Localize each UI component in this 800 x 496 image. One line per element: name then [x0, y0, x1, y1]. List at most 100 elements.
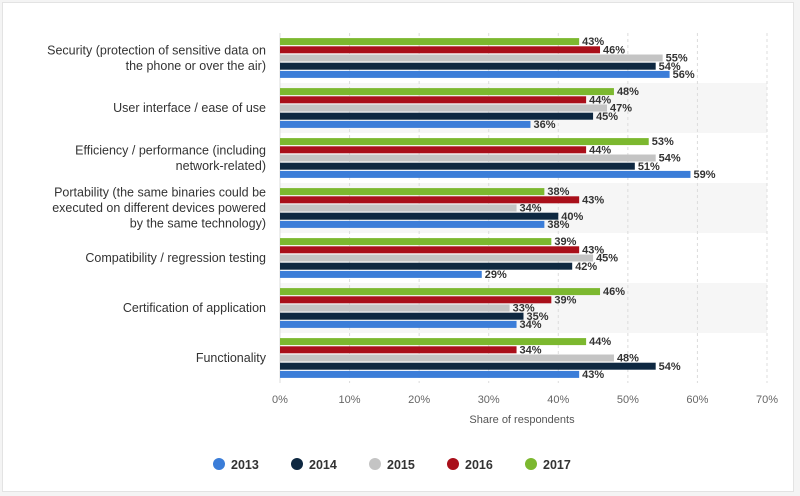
- bar-2014: [280, 312, 524, 320]
- bar-2015: [280, 104, 607, 112]
- data-label: 51%: [638, 161, 660, 173]
- legend-swatch: [447, 458, 459, 470]
- legend-item-2014[interactable]: 2014: [291, 458, 337, 472]
- legend-item-2013[interactable]: 2013: [213, 458, 259, 472]
- data-label: 54%: [659, 61, 681, 73]
- x-tick-label: 40%: [547, 394, 569, 406]
- x-tick-label: 30%: [478, 394, 500, 406]
- bar-2013: [280, 270, 482, 278]
- data-label: 29%: [485, 269, 507, 281]
- legend-item-2015[interactable]: 2015: [369, 458, 415, 472]
- category-label: User interface / ease of use: [113, 101, 266, 115]
- data-label: 39%: [554, 294, 576, 306]
- data-label: 48%: [617, 86, 639, 98]
- x-tick-label: 0%: [272, 394, 288, 406]
- data-label: 46%: [603, 286, 625, 298]
- data-label: 44%: [589, 144, 611, 156]
- data-label: 43%: [582, 194, 604, 206]
- data-labels: 43%46%55%54%56%48%44%47%45%36%53%44%54%5…: [485, 36, 716, 381]
- bars: [280, 38, 691, 378]
- data-label: 33%: [513, 303, 535, 315]
- data-label: 43%: [582, 36, 604, 48]
- x-tick-label: 10%: [339, 394, 361, 406]
- data-label: 48%: [617, 353, 639, 365]
- bar-2015: [280, 54, 663, 62]
- x-tick-label: 50%: [617, 394, 639, 406]
- data-label: 42%: [575, 261, 597, 273]
- data-label: 34%: [520, 203, 542, 215]
- bar-2016: [280, 196, 580, 204]
- data-label: 47%: [610, 103, 632, 115]
- legend-label: 2014: [309, 458, 337, 472]
- legend-label: 2016: [465, 458, 493, 472]
- bar-2014: [280, 362, 656, 370]
- bar-2013: [280, 320, 517, 328]
- data-label: 53%: [652, 136, 674, 148]
- bar-2017: [280, 238, 552, 246]
- data-label: 44%: [589, 94, 611, 106]
- data-label: 43%: [582, 244, 604, 256]
- legend-label: 2017: [543, 458, 571, 472]
- data-label: 35%: [527, 311, 549, 323]
- data-label: 40%: [561, 211, 583, 223]
- data-label: 46%: [603, 44, 625, 56]
- legend-swatch: [525, 458, 537, 470]
- data-label: 38%: [547, 186, 569, 198]
- bar-2017: [280, 38, 580, 46]
- legend-swatch: [369, 458, 381, 470]
- bar-2014: [280, 162, 635, 170]
- bar-2015: [280, 204, 517, 212]
- bar-2013: [280, 370, 580, 378]
- category-label: Functionality: [196, 351, 267, 365]
- category-label: Security (protection of sensitive data o…: [47, 43, 266, 73]
- bar-2017: [280, 288, 601, 296]
- data-label: 36%: [533, 119, 555, 131]
- data-label: 55%: [666, 53, 688, 65]
- legend-item-2016[interactable]: 2016: [447, 458, 493, 472]
- data-label: 54%: [659, 153, 681, 165]
- category-label: Certification of application: [123, 301, 266, 315]
- data-label: 56%: [673, 69, 695, 81]
- data-label: 39%: [554, 236, 576, 248]
- bar-2016: [280, 296, 552, 304]
- category-labels: Security (protection of sensitive data o…: [47, 43, 267, 365]
- bar-2017: [280, 188, 545, 196]
- data-label: 38%: [547, 219, 569, 231]
- x-tick-label: 20%: [408, 394, 430, 406]
- legend-swatch: [213, 458, 225, 470]
- legend: 2013 2014 2015 2016 2017: [213, 458, 571, 472]
- data-label: 45%: [596, 111, 618, 123]
- data-label: 45%: [596, 253, 618, 265]
- data-label: 43%: [582, 369, 604, 381]
- x-tick-label: 60%: [686, 394, 708, 406]
- bar-2014: [280, 112, 594, 120]
- x-tick-label: 70%: [756, 394, 778, 406]
- bar-2017: [280, 88, 614, 96]
- bar-2015: [280, 254, 594, 262]
- bar-2014: [280, 262, 573, 270]
- bar-2017: [280, 338, 587, 346]
- data-label: 34%: [520, 319, 542, 331]
- category-label: Efficiency / performance (including netwo…: [75, 143, 266, 173]
- x-axis-ticks: 0% 10% 20% 30% 40% 50% 60% 70%: [272, 394, 778, 406]
- data-label: 34%: [520, 344, 542, 356]
- bar-2016: [280, 96, 587, 104]
- bar-2015: [280, 304, 510, 312]
- bar-2015: [280, 154, 656, 162]
- x-axis-title: Share of respondents: [469, 414, 575, 426]
- bar-2017: [280, 138, 649, 146]
- bar-2016: [280, 346, 517, 354]
- bar-2013: [280, 70, 670, 78]
- bar-2016: [280, 146, 587, 154]
- bar-2014: [280, 212, 559, 220]
- bar-2013: [280, 220, 545, 228]
- bar-2013: [280, 170, 691, 178]
- legend-swatch: [291, 458, 303, 470]
- bar-2015: [280, 354, 614, 362]
- category-label: Portability (the same binaries could be e…: [52, 186, 266, 231]
- bar-2014: [280, 62, 656, 70]
- bar-2016: [280, 46, 601, 54]
- legend-item-2017[interactable]: 2017: [525, 458, 571, 472]
- data-label: 54%: [659, 361, 681, 373]
